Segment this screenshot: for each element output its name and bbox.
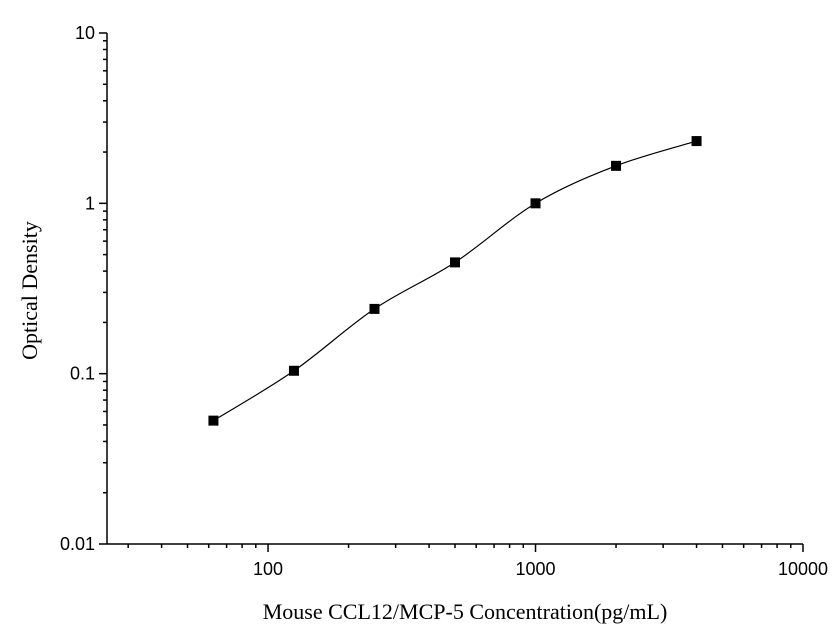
y-tick-label: 0.1	[70, 364, 95, 384]
x-axis-title: Mouse CCL12/MCP-5 Concentration(pg/mL)	[263, 599, 668, 624]
data-point	[530, 198, 541, 209]
x-tick-label: 10000	[778, 559, 828, 579]
data-point	[369, 303, 380, 314]
data-point	[208, 415, 219, 426]
x-tick-label: 1000	[515, 559, 555, 579]
y-tick-label: 1	[85, 193, 95, 213]
data-point	[691, 136, 702, 147]
y-tick-label: 0.01	[60, 534, 95, 554]
data-point	[288, 365, 299, 376]
x-tick-label: 100	[253, 559, 283, 579]
y-axis-title: Optical Density	[17, 221, 42, 360]
data-points-layer	[208, 136, 702, 426]
data-point	[450, 257, 460, 268]
y-tick-label: 10	[75, 23, 95, 43]
data-point	[611, 160, 622, 171]
fit-curve	[213, 140, 697, 422]
fit-curve-layer	[213, 140, 697, 422]
axes: 100 1000 10000 0.01 0.1 1 10	[60, 23, 828, 579]
